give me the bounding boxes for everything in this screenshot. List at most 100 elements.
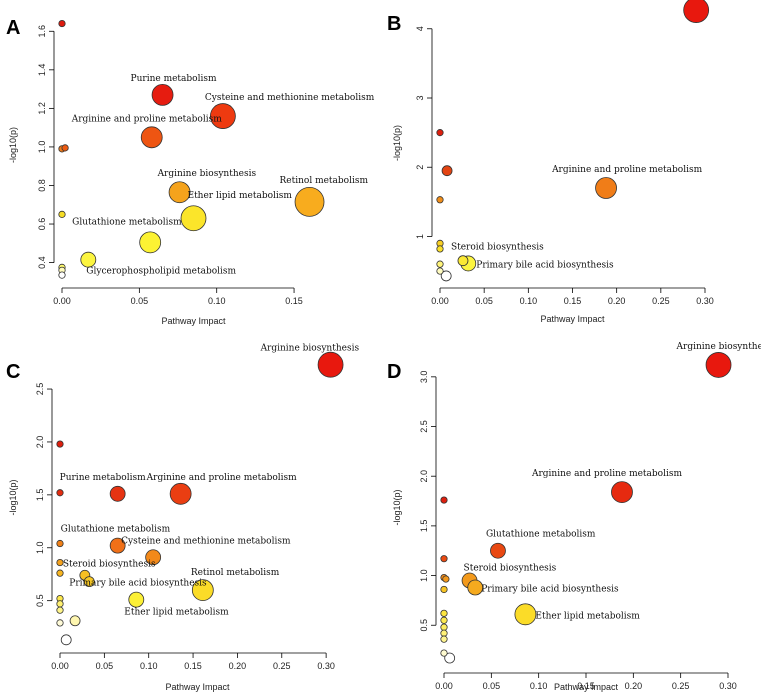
data-point	[56, 606, 64, 614]
y-tick-label: 1.5	[419, 520, 429, 533]
point-label: Ether lipid metabolism	[124, 608, 229, 618]
data-point	[440, 629, 448, 637]
data-point	[440, 555, 448, 563]
data-point	[436, 196, 444, 204]
x-axis-title: Pathway Impact	[161, 316, 226, 326]
data-point	[56, 619, 64, 627]
x-tick-label: 0.25	[652, 296, 670, 306]
point-label: Arginine biosynthesis	[676, 342, 761, 352]
point-label: Glutathione metabolism	[486, 530, 596, 540]
y-tick-label: 1.0	[37, 141, 47, 154]
data-point	[140, 126, 163, 149]
data-point	[440, 623, 448, 631]
point-label: Purine metabolism	[131, 74, 217, 84]
data-point	[60, 634, 72, 646]
data-point	[317, 351, 344, 378]
x-axis-title: Pathway Impact	[554, 682, 619, 692]
y-tick-label: 4	[415, 26, 425, 31]
point-label: Steroid biosynthesis	[451, 243, 544, 253]
y-tick-label: 2.5	[419, 420, 429, 433]
y-tick-label: 1.2	[37, 102, 47, 115]
panel-d: D 0.5 1.0 1.5 2.0 2.5 3.0 0.00 0.05 0.10 0.15 0.20 0…	[387, 342, 761, 692]
y-tick-label: 1.6	[37, 25, 47, 38]
data-point	[514, 603, 537, 626]
y-tick-label: 1.0	[419, 569, 429, 582]
data-point	[151, 83, 174, 106]
data-point	[683, 0, 710, 23]
x-tick-label: 0.10	[140, 661, 158, 671]
data-point	[128, 591, 145, 608]
x-tick-label: 0.20	[229, 661, 247, 671]
panel-letter: A	[6, 17, 20, 39]
y-tick-label: 0.8	[37, 179, 47, 192]
x-tick-label: 0.15	[564, 296, 582, 306]
data-point	[436, 245, 444, 253]
panel-c: C 0.5 1.0 1.5 2.0 2.5 0.00 0.05 0.10 0.15 0.20 0.25…	[6, 344, 359, 692]
data-point	[467, 579, 484, 596]
x-axis-title: Pathway Impact	[540, 314, 605, 324]
point-label: Retinol metabolism	[191, 568, 280, 578]
point-label: Cysteine and methionine metabolism	[205, 93, 375, 103]
point-label: Purine metabolism	[60, 473, 146, 483]
data-point	[441, 165, 453, 177]
data-point	[440, 585, 448, 594]
y-axis-title: -log10(p)	[392, 489, 402, 525]
data-point	[180, 205, 207, 232]
data-point	[294, 186, 325, 217]
x-tick-label: 0.10	[520, 296, 538, 306]
data-point	[109, 485, 126, 502]
point-label: Arginine and proline metabolism	[551, 165, 703, 175]
data-point	[209, 103, 236, 129]
data-point	[436, 129, 444, 137]
x-tick-label: 0.30	[696, 296, 714, 306]
point-label: Retinol metabolism	[280, 176, 369, 186]
point-label: Arginine and proline metabolism	[531, 469, 683, 479]
x-tick-label: 0.15	[285, 296, 303, 306]
data-point	[109, 537, 126, 554]
x-tick-label: 0.15	[184, 661, 202, 671]
y-tick-label: 1.5	[35, 489, 45, 502]
data-point	[440, 496, 448, 504]
x-tick-label: 0.00	[51, 661, 69, 671]
x-tick-label: 0.00	[53, 296, 71, 306]
y-tick-label: 1.4	[37, 64, 47, 77]
panel-b: B 1 2 3 4 0.00 0.05 0.10 0.15 0.20 0.25 0.30 Pathway…	[387, 0, 714, 324]
y-axis-title: -log10(p)	[392, 125, 402, 161]
point-label: Glycerophospholipid metabolism	[86, 267, 236, 277]
panel-letter: D	[387, 361, 401, 383]
point-label: Steroid biosynthesis	[464, 564, 557, 574]
data-point	[56, 558, 64, 567]
data-point	[139, 231, 162, 254]
x-tick-label: 0.25	[672, 681, 690, 691]
point-label: Arginine biosynthesis	[260, 344, 360, 354]
data-point	[61, 144, 69, 152]
y-tick-label: 0.4	[37, 256, 47, 269]
point-label: Primary bile acid biosynthesis	[69, 579, 207, 589]
y-tick-label: 0.5	[35, 594, 45, 607]
data-point	[595, 177, 617, 199]
x-tick-label: 0.00	[435, 681, 453, 691]
data-point	[191, 579, 214, 601]
data-point	[705, 352, 732, 378]
data-point	[490, 542, 506, 559]
point-label: Cysteine and methionine metabolism	[121, 536, 291, 546]
point-label: Primary bile acid biosynthesis	[481, 584, 619, 594]
data-point	[83, 576, 95, 588]
point-label: Ether lipid metabolism	[188, 191, 293, 201]
x-tick-label: 0.05	[96, 661, 114, 671]
x-tick-label: 0.00	[431, 296, 449, 306]
panel-a: A 0.4 0.6 0.8 1.0 1.2 1.4 1.6 0.00 0.05 0.10 0.15 Pa…	[6, 17, 375, 326]
point-label: Arginine biosynthesis	[157, 169, 257, 179]
point-label: Glutathione metabolism	[61, 525, 171, 535]
data-point	[58, 210, 66, 218]
data-point	[58, 19, 66, 28]
y-tick-label: 2.0	[419, 470, 429, 483]
data-point	[440, 635, 448, 643]
point-label: Steroid biosynthesis	[63, 559, 156, 569]
x-tick-label: 0.25	[273, 661, 291, 671]
x-tick-label: 0.05	[475, 296, 493, 306]
data-point	[80, 251, 97, 268]
x-tick-label: 0.20	[625, 681, 643, 691]
data-point	[440, 609, 448, 617]
data-point	[168, 181, 191, 204]
